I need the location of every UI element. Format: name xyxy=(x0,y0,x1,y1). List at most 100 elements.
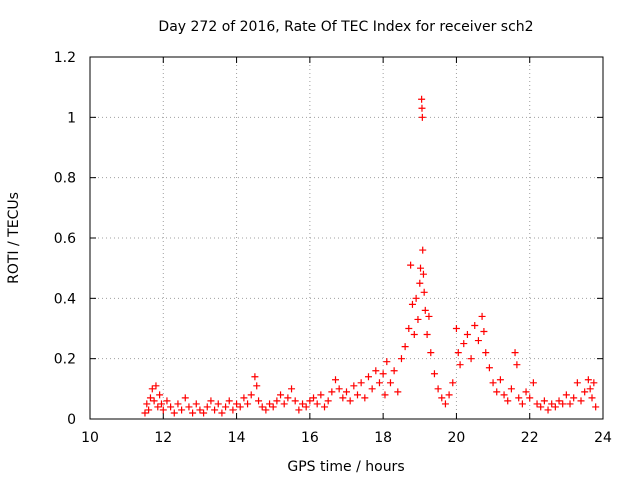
data-point xyxy=(445,391,453,399)
data-point xyxy=(493,388,501,396)
x-tick-label: 16 xyxy=(301,430,319,446)
data-point xyxy=(375,379,383,387)
data-point xyxy=(310,394,318,402)
data-point xyxy=(253,382,261,390)
y-tick-label: 1 xyxy=(67,110,76,126)
data-point xyxy=(211,406,219,414)
data-point xyxy=(529,379,537,387)
data-point xyxy=(438,394,446,402)
x-tick-label: 22 xyxy=(521,430,539,446)
data-point xyxy=(145,406,153,414)
data-point xyxy=(233,400,241,408)
data-point xyxy=(146,394,154,402)
data-point xyxy=(150,397,158,405)
data-point xyxy=(430,370,438,378)
data-point xyxy=(291,397,299,405)
data-point xyxy=(222,403,230,411)
data-point xyxy=(513,361,521,369)
data-point xyxy=(280,400,288,408)
data-point xyxy=(526,394,534,402)
y-tick-label: 0 xyxy=(67,412,76,428)
data-point xyxy=(167,403,175,411)
data-point xyxy=(200,409,208,417)
data-point xyxy=(339,394,347,402)
data-point xyxy=(324,397,332,405)
data-point xyxy=(401,343,409,351)
data-point xyxy=(353,391,361,399)
data-point xyxy=(332,376,340,384)
data-point xyxy=(441,400,449,408)
data-point xyxy=(485,364,493,372)
data-point xyxy=(452,325,460,332)
data-point xyxy=(196,406,204,414)
data-point xyxy=(189,409,197,417)
data-point xyxy=(570,394,578,402)
data-point xyxy=(313,400,321,408)
data-point xyxy=(460,340,468,348)
x-tick-labels: 10 12 14 16 18 20 22 24 xyxy=(81,430,612,446)
data-point xyxy=(277,391,285,399)
data-point xyxy=(434,385,442,393)
data-point xyxy=(581,388,589,396)
y-axis-label: ROTI / TECUs xyxy=(6,192,22,284)
data-point xyxy=(240,394,248,402)
data-point xyxy=(522,388,530,396)
x-tick-label: 24 xyxy=(594,430,612,446)
data-point xyxy=(584,376,592,384)
data-point xyxy=(368,385,376,393)
data-point xyxy=(416,279,424,287)
data-point xyxy=(203,403,211,411)
data-point xyxy=(390,367,398,375)
data-point xyxy=(500,391,508,399)
y-tick-label: 1.2 xyxy=(54,50,76,66)
data-point xyxy=(372,367,380,375)
x-tick-label: 18 xyxy=(374,430,392,446)
data-point xyxy=(418,113,426,121)
x-tick-label: 10 xyxy=(81,430,99,446)
data-point xyxy=(266,400,274,408)
data-point xyxy=(306,397,314,405)
data-point xyxy=(504,397,512,405)
y-tick-label: 0.4 xyxy=(54,291,76,307)
data-point xyxy=(262,406,270,414)
ticks-layer xyxy=(89,56,604,420)
data-marks xyxy=(141,95,600,417)
data-point xyxy=(143,400,151,408)
data-point xyxy=(148,385,156,393)
data-point xyxy=(548,400,556,408)
data-point xyxy=(408,300,416,308)
data-point xyxy=(405,325,413,332)
data-point xyxy=(540,397,548,405)
data-point xyxy=(421,306,429,314)
data-point xyxy=(573,379,581,387)
data-point xyxy=(383,358,391,366)
data-point xyxy=(178,406,186,414)
data-point xyxy=(592,403,600,411)
data-point xyxy=(397,355,405,363)
data-point xyxy=(159,406,167,414)
data-point xyxy=(258,403,266,411)
data-point xyxy=(181,394,189,402)
data-point xyxy=(321,403,329,411)
data-point xyxy=(141,409,149,417)
data-point xyxy=(361,394,369,402)
grid-layer xyxy=(90,57,603,419)
data-point xyxy=(480,328,488,336)
x-tick-label: 14 xyxy=(228,430,246,446)
data-point xyxy=(555,397,563,405)
data-point xyxy=(425,312,433,320)
data-point xyxy=(418,95,426,103)
data-point xyxy=(474,337,482,345)
data-point xyxy=(417,264,425,272)
data-point xyxy=(482,349,490,357)
data-point xyxy=(288,385,296,393)
data-point xyxy=(566,400,574,408)
data-point xyxy=(335,385,343,393)
data-point xyxy=(273,397,281,405)
data-point xyxy=(185,403,193,411)
data-point xyxy=(299,400,307,408)
data-point xyxy=(507,385,515,393)
data-point xyxy=(551,403,559,411)
data-point xyxy=(364,373,372,381)
